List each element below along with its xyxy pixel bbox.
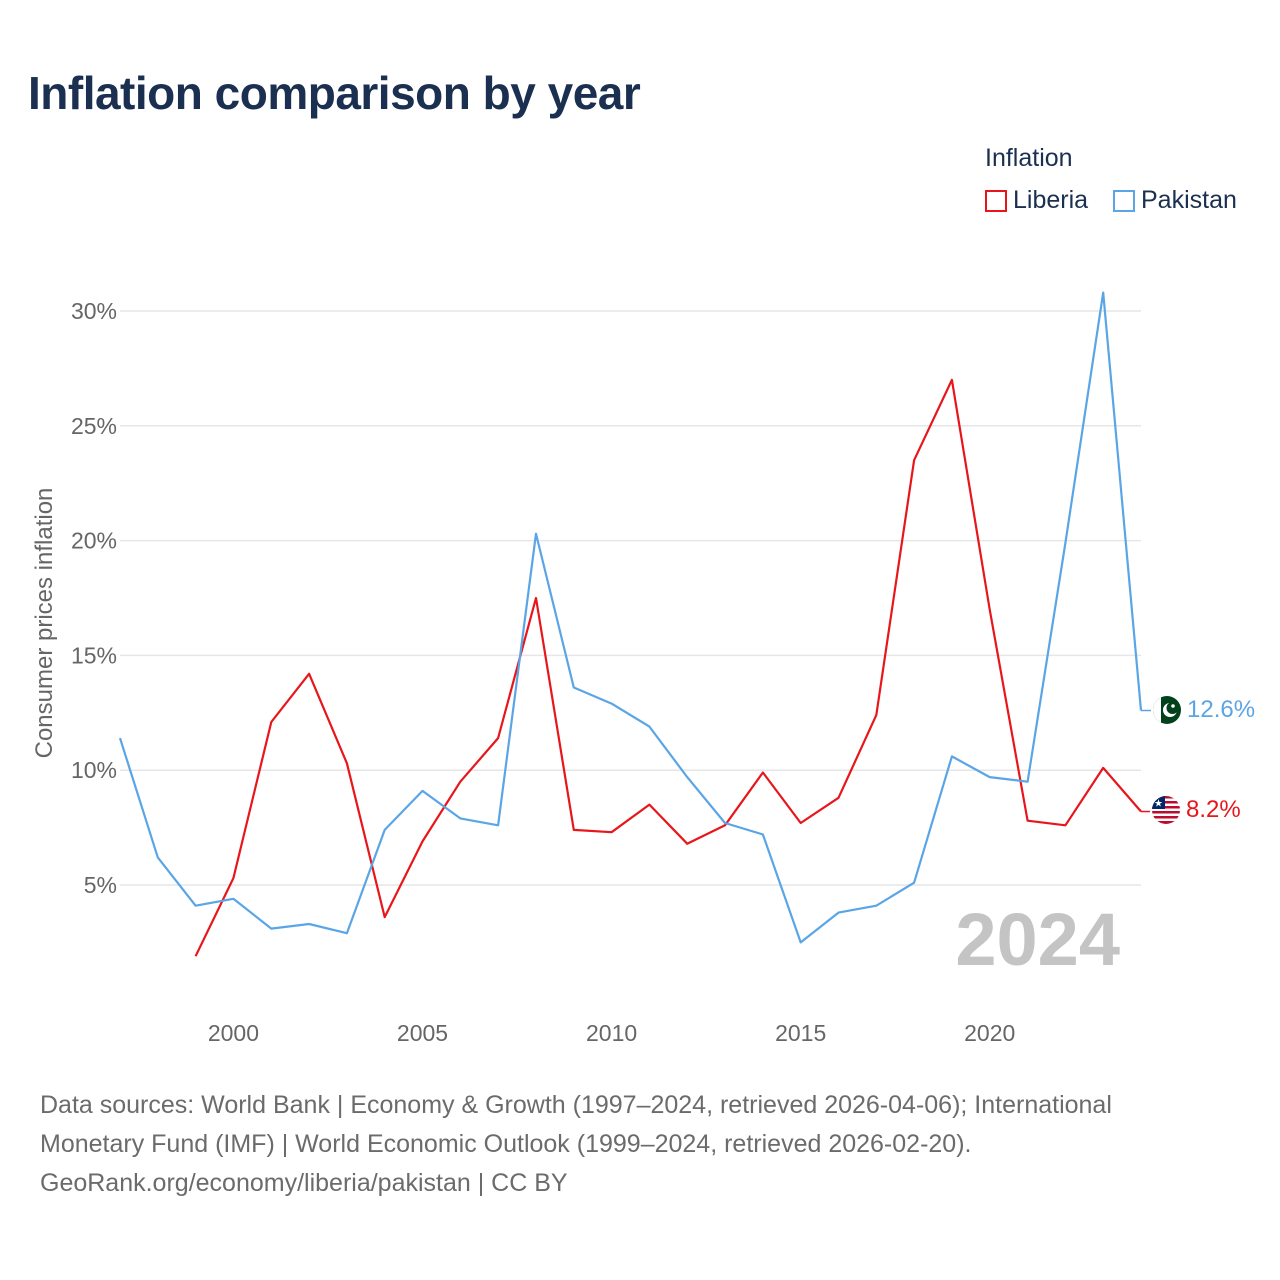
y-tick-label: 10% <box>71 757 117 783</box>
svg-text:★: ★ <box>1154 799 1163 810</box>
sources-line-2: Monetary Fund (IMF) | World Economic Out… <box>40 1130 972 1158</box>
x-tick-label: 2015 <box>775 1020 826 1046</box>
grid <box>120 310 1141 886</box>
series-lines <box>118 291 1151 957</box>
pakistan-flag-icon <box>1153 696 1181 724</box>
year-watermark: 2024 <box>955 898 1120 981</box>
y-tick-label: 25% <box>71 413 117 439</box>
sources-line-3: GeoRank.org/economy/liberia/pakistan | C… <box>40 1169 568 1197</box>
y-axis: 5% 10% 15% 20% 25% 30% <box>71 298 117 898</box>
y-tick-label: 30% <box>71 298 117 324</box>
x-tick-label: 2020 <box>964 1020 1015 1046</box>
x-axis: 2000 2005 2010 2015 2020 <box>208 1020 1015 1046</box>
data-sources: Data sources: World Bank | Economy & Gro… <box>40 1086 1240 1203</box>
legend-swatch-liberia <box>985 189 1007 212</box>
legend-title: Inflation <box>985 144 1073 172</box>
sources-line-1: Data sources: World Bank | Economy & Gro… <box>40 1091 1112 1119</box>
x-tick-label: 2010 <box>586 1020 637 1046</box>
legend-item-pakistan[interactable]: Pakistan <box>1113 186 1237 215</box>
x-tick-label: 2005 <box>397 1020 448 1046</box>
y-tick-label: 15% <box>71 642 117 668</box>
legend-label-pakistan: Pakistan <box>1141 186 1237 214</box>
y-tick-label: 20% <box>71 528 117 554</box>
line-chart: 5% 10% 15% 20% 25% 30% 2000 2005 2010 2015 2020 C… <box>31 291 1255 1046</box>
legend-swatch-pakistan <box>1113 189 1135 212</box>
series-line-pakistan <box>118 291 1143 944</box>
y-tick-label: 5% <box>84 872 117 898</box>
y-axis-label: Consumer prices inflation <box>31 488 58 759</box>
legend-label-liberia: Liberia <box>1013 186 1089 214</box>
liberia-flag-icon: ★ <box>1152 796 1180 824</box>
series-line-liberia <box>194 378 1142 957</box>
end-label-liberia: 8.2% <box>1186 796 1241 823</box>
end-label-pakistan: 12.6% <box>1187 696 1255 723</box>
x-tick-label: 2000 <box>208 1020 259 1046</box>
legend-item-liberia[interactable]: Liberia <box>985 186 1088 215</box>
page-title: Inflation comparison by year <box>28 67 641 119</box>
